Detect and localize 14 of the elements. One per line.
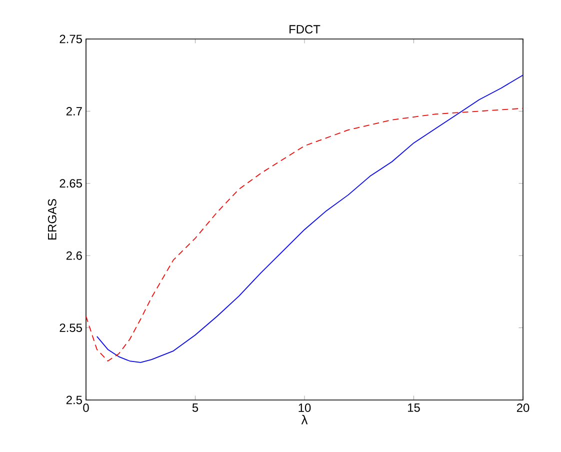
- y-tick-label: 2.5: [66, 396, 82, 404]
- y-tick-label: 2.7: [66, 107, 82, 116]
- y-tick-label: 2.65: [60, 179, 82, 188]
- y-tick-label: 2.75: [60, 34, 82, 44]
- x-tick-label: 10: [298, 404, 311, 412]
- x-tick-label: 15: [408, 404, 420, 412]
- x-tick-label: 0: [83, 404, 89, 412]
- x-axis-title: λ: [301, 414, 308, 424]
- x-tick-label: 20: [516, 404, 530, 412]
- y-axis-title: ERGAS: [48, 199, 56, 240]
- y-tick-label: 2.55: [60, 324, 82, 332]
- x-tick-label: 5: [192, 404, 198, 412]
- y-tick-label: 2.6: [66, 251, 82, 260]
- chart-title: FDCT: [290, 25, 320, 34]
